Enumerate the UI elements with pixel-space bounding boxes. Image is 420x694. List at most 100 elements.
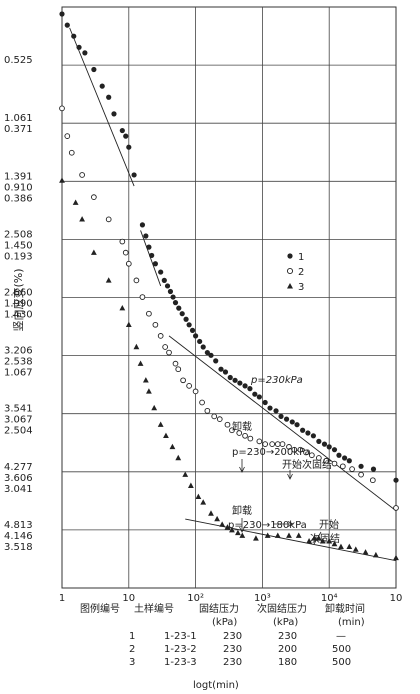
point-series-1 — [273, 408, 279, 414]
point-series-2 — [91, 194, 97, 201]
y-tick-label: 1.067 — [4, 368, 33, 379]
point-series-2 — [274, 441, 281, 447]
point-series-1 — [146, 244, 152, 250]
point-series-2 — [242, 432, 248, 439]
point-series-1 — [247, 386, 253, 392]
data-points — [59, 11, 399, 561]
point-series-1 — [300, 427, 306, 433]
point-series-1 — [208, 352, 214, 358]
x-axis-tick-labels: 1 10 10² 10³ 10⁴ 10 — [59, 593, 403, 604]
point-series-1 — [106, 94, 112, 100]
table-row-1-legend: 1 — [129, 631, 135, 642]
point-series-2 — [192, 388, 199, 395]
x-tick-label: 10⁴ — [321, 593, 338, 604]
point-series-3 — [315, 535, 322, 541]
legend-label-3: 3 — [298, 282, 304, 293]
y-tick-label: 4.146 — [4, 531, 33, 542]
point-series-1 — [237, 380, 243, 386]
table-header-2: 固结压力 — [199, 602, 239, 615]
point-series-1 — [267, 405, 273, 411]
point-series-1 — [193, 333, 199, 339]
x-tick-label: 10 — [122, 593, 135, 604]
y-tick-label: 2.504 — [4, 426, 33, 437]
point-series-1 — [222, 369, 229, 375]
trend-lines — [69, 27, 397, 562]
legend-marker-3 — [287, 283, 293, 289]
y-tick-label: 1.430 — [4, 310, 33, 321]
point-series-2 — [146, 310, 152, 317]
point-series-3 — [137, 360, 144, 366]
point-series-2 — [152, 321, 159, 328]
point-series-1 — [126, 144, 132, 150]
point-series-3 — [119, 304, 126, 311]
point-series-2 — [316, 455, 322, 461]
point-series-1 — [204, 349, 210, 356]
point-series-3 — [286, 532, 292, 538]
point-series-2 — [79, 172, 85, 178]
point-series-2 — [59, 105, 65, 112]
y-tick-label: 3.067 — [4, 415, 33, 426]
point-series-3 — [219, 521, 226, 527]
y-tick-label: 3.518 — [4, 542, 33, 553]
point-series-2 — [64, 133, 71, 139]
point-series-3 — [239, 532, 246, 538]
annotation-secondary-3b: 次固结 — [310, 532, 340, 545]
point-series-1 — [310, 433, 316, 439]
y-tick-label: 3.541 — [4, 404, 33, 415]
point-series-2 — [119, 238, 126, 245]
point-series-1 — [161, 277, 167, 283]
point-series-3 — [90, 249, 97, 255]
point-series-1 — [336, 452, 342, 458]
point-series-1 — [283, 416, 290, 422]
trend-line — [69, 27, 135, 187]
y-tick-label: 3.206 — [4, 346, 33, 357]
point-series-3 — [200, 499, 207, 505]
point-series-1 — [200, 344, 206, 350]
y-tick-label: 0.910 — [4, 182, 33, 193]
point-series-2 — [166, 349, 172, 356]
point-series-2 — [262, 441, 269, 447]
point-series-3 — [331, 540, 338, 547]
legend-marker-2 — [286, 267, 294, 275]
point-series-2 — [172, 360, 179, 367]
table-row-2-sample: 1-23-2 — [164, 644, 197, 655]
point-series-3 — [338, 543, 344, 549]
point-series-3 — [346, 543, 353, 549]
point-series-2 — [105, 216, 112, 223]
y-tick-label: 0.525 — [4, 55, 33, 66]
x-tick-label: 10² — [187, 593, 204, 604]
point-series-1 — [346, 458, 352, 464]
legend-marker-1 — [287, 253, 293, 259]
point-series-1 — [294, 422, 300, 428]
point-series-3 — [229, 526, 235, 533]
point-series-3 — [372, 551, 379, 558]
y-tick-label: 1.061 — [4, 113, 33, 124]
point-series-3 — [319, 538, 326, 544]
point-series-3 — [59, 177, 65, 183]
point-series-1 — [197, 338, 203, 345]
y-tick-label: 2.538 — [4, 357, 33, 368]
table-row-3-p: 230 — [223, 657, 242, 668]
legend-label-1: 1 — [298, 252, 304, 263]
point-series-1 — [213, 358, 219, 364]
point-series-2 — [358, 471, 364, 478]
annotation-arrows — [239, 459, 322, 545]
point-series-2 — [199, 399, 205, 406]
point-series-3 — [295, 532, 302, 538]
annotation-secondary-3a: 开始 — [319, 518, 339, 531]
point-series-1 — [131, 172, 137, 178]
point-series-3 — [72, 199, 79, 205]
table-row-3-t: 500 — [332, 657, 351, 668]
table-row-1-p: 230 — [223, 631, 242, 642]
point-series-2 — [349, 466, 355, 472]
point-series-3 — [133, 343, 140, 350]
y-tick-label: 4.277 — [4, 462, 33, 473]
point-series-3 — [311, 535, 318, 541]
trend-line — [168, 335, 397, 512]
point-series-3 — [264, 532, 271, 538]
y-tick-label: 0.371 — [4, 124, 33, 135]
point-series-1 — [167, 288, 174, 295]
point-series-1 — [82, 50, 88, 56]
point-series-1 — [242, 383, 248, 389]
